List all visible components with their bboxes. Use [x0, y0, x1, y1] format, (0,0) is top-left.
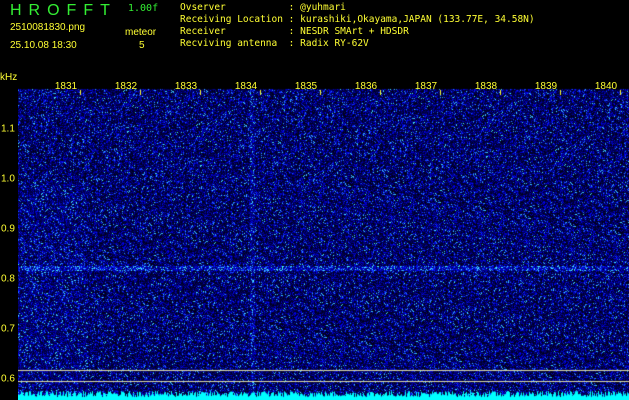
- app-title: HROFFT: [10, 2, 117, 19]
- y-tick-label: 0.6: [1, 373, 15, 385]
- freq-tick-label: 1832: [114, 81, 138, 92]
- info-label: Ovserver: [180, 2, 289, 13]
- freq-tick-label: 1837: [414, 81, 438, 92]
- info-row-location: Receiving Location : kurashiki,Okayama,J…: [180, 14, 535, 25]
- freq-tick-label: 1839: [534, 81, 558, 92]
- info-value: Radix RY-62V: [300, 38, 369, 49]
- info-row-observer: Ovserver : @yuhmari: [180, 2, 346, 13]
- freq-tick-label: 1836: [354, 81, 378, 92]
- y-tick-label: 0.7: [1, 323, 15, 335]
- info-value: @yuhmari: [300, 2, 346, 13]
- spectrogram: [18, 80, 629, 400]
- version: 1.00f: [128, 3, 159, 14]
- info-row-antenna: Recviving antenna : Radix RY-62V: [180, 38, 369, 49]
- filename: 2510081830.png: [10, 22, 86, 33]
- freq-tick-label: 1838: [474, 81, 498, 92]
- info-label: Receiving Location: [180, 14, 289, 25]
- y-tick-label: 1.1: [1, 123, 15, 135]
- y-unit: kHz: [0, 72, 18, 83]
- info-value: kurashiki,Okayama,JAPAN (133.77E, 34.58N…: [300, 14, 535, 25]
- freq-tick-label: 1833: [174, 81, 198, 92]
- freq-tick-label: 1834: [234, 81, 258, 92]
- datetime: 25.10.08 18:30: [10, 40, 77, 51]
- y-tick-label: 0.9: [1, 223, 15, 235]
- info-value: NESDR SMArt + HDSDR: [300, 26, 409, 37]
- freq-tick-label: 1831: [54, 81, 78, 92]
- info-label: Recviving antenna: [180, 38, 289, 49]
- freq-tick-label: 1835: [294, 81, 318, 92]
- meteor-count: 5: [139, 40, 145, 51]
- meteor-label: meteor: [125, 27, 157, 38]
- info-row-receiver: Receiver : NESDR SMArt + HDSDR: [180, 26, 409, 37]
- y-tick-label: 1.0: [1, 173, 15, 185]
- y-tick-label: 0.8: [1, 273, 15, 285]
- freq-tick-label: 1840: [594, 81, 618, 92]
- info-label: Receiver: [180, 26, 289, 37]
